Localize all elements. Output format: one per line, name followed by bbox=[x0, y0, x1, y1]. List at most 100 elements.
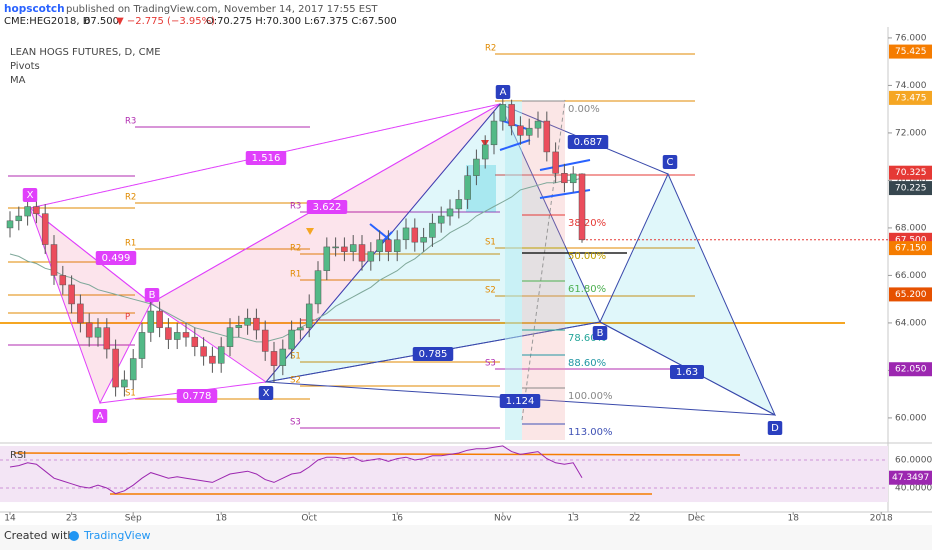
legend-pivots: Pivots bbox=[10, 61, 40, 72]
candle-body bbox=[552, 151, 559, 174]
pivot-label: S1 bbox=[290, 352, 301, 362]
candle-body bbox=[261, 329, 269, 352]
candle-body bbox=[85, 322, 93, 338]
footer-created: Created with bbox=[4, 529, 74, 542]
rsi-tick-label: 60.0000 bbox=[895, 455, 932, 465]
ohlc: O:70.275 H:70.300 L:67.375 C:67.500 bbox=[206, 16, 397, 27]
fib-zone-2 bbox=[505, 101, 522, 440]
pattern-label: 1.516 bbox=[252, 153, 281, 164]
candle-body bbox=[561, 173, 568, 184]
pattern-label-box bbox=[92, 409, 108, 423]
x-tick-label: 18 bbox=[215, 514, 227, 524]
candle-body bbox=[508, 104, 515, 127]
candle-body bbox=[402, 227, 410, 241]
x-tick-label: Oct bbox=[301, 514, 317, 524]
pattern-label: X bbox=[263, 388, 270, 399]
published: published on TradingView.com, November 1… bbox=[66, 4, 378, 15]
pattern-label: C bbox=[667, 157, 674, 168]
candle-body bbox=[50, 244, 58, 276]
candle-body bbox=[385, 239, 392, 252]
pattern-label-box bbox=[662, 155, 678, 169]
fib-label: 38.20% bbox=[568, 218, 606, 229]
price-label-box bbox=[889, 90, 932, 105]
candle-body bbox=[191, 336, 199, 347]
pattern-label-box bbox=[670, 365, 704, 379]
pattern-label: 0.778 bbox=[183, 391, 212, 402]
candle-body bbox=[358, 244, 366, 262]
candle-body bbox=[288, 329, 295, 350]
tv-logo bbox=[69, 531, 79, 541]
pivot-label: R1 bbox=[125, 239, 136, 249]
price-label: 73.475 bbox=[895, 93, 927, 103]
candle-body bbox=[15, 215, 23, 222]
candle-body bbox=[499, 104, 507, 122]
candle-body bbox=[525, 127, 533, 136]
x-tick-label: 16 bbox=[391, 514, 403, 524]
candle-body bbox=[77, 303, 84, 324]
candle-body bbox=[332, 246, 339, 249]
channel-box bbox=[466, 165, 496, 212]
pattern-label-box bbox=[306, 200, 348, 214]
rsi-last-label: 47.3497 bbox=[892, 473, 929, 483]
pivot-label: S3 bbox=[485, 359, 496, 369]
price-label-box bbox=[889, 44, 932, 59]
pattern-label-box bbox=[176, 389, 218, 403]
x-tick-label: Nov bbox=[494, 514, 512, 524]
y-tick-label: 74.000 bbox=[895, 81, 927, 91]
pattern-label-box bbox=[22, 188, 38, 202]
candle-body bbox=[217, 346, 225, 364]
pivot-label: S3 bbox=[290, 418, 301, 428]
fib-label: 78.60% bbox=[568, 333, 606, 344]
overlay: hopscotch published on TradingView.com, … bbox=[4, 3, 932, 542]
candle-body bbox=[367, 251, 375, 262]
pivot-label: R1 bbox=[290, 270, 301, 280]
y-tick-label: 60.000 bbox=[895, 413, 927, 423]
pattern-label-box bbox=[258, 386, 274, 400]
pattern-label: 1.124 bbox=[506, 396, 535, 407]
candle-body bbox=[490, 120, 498, 146]
x-tick-label: 2018 bbox=[870, 514, 893, 524]
pattern-label: B bbox=[597, 328, 604, 339]
candle-body bbox=[481, 144, 489, 160]
pivot-label: R2 bbox=[125, 193, 136, 203]
candle-body bbox=[138, 332, 146, 359]
candle-body bbox=[446, 208, 454, 217]
pattern-label-box bbox=[499, 394, 541, 408]
candle-body bbox=[517, 125, 524, 136]
pattern-label: A bbox=[500, 87, 507, 98]
price-label-box bbox=[889, 362, 932, 377]
ma-line bbox=[9, 177, 583, 343]
price-label-box bbox=[889, 241, 932, 256]
candle-body bbox=[323, 246, 331, 271]
candle-body bbox=[341, 246, 348, 252]
pattern-label-box bbox=[592, 326, 608, 340]
candle-body bbox=[543, 120, 551, 153]
footer-bar bbox=[0, 525, 932, 550]
candle-body bbox=[235, 325, 243, 328]
y-tick-label: 72.000 bbox=[895, 128, 927, 138]
footer-brand[interactable]: TradingView bbox=[83, 529, 150, 542]
candle-body bbox=[411, 227, 419, 243]
candle-body bbox=[103, 327, 111, 350]
price-label: 67.150 bbox=[895, 244, 927, 254]
pivot-label: S1 bbox=[485, 238, 496, 248]
candle-body bbox=[41, 213, 49, 245]
candle-body bbox=[429, 222, 436, 238]
candle-body bbox=[253, 317, 260, 331]
candle-body bbox=[376, 239, 383, 252]
pattern-label: 0.499 bbox=[102, 253, 131, 264]
candle-body bbox=[112, 348, 119, 388]
y-tick-label: 68.000 bbox=[895, 223, 927, 233]
x-tick-label: 14 bbox=[4, 514, 16, 524]
price-label: 65.200 bbox=[895, 290, 927, 300]
candle-body bbox=[59, 275, 67, 286]
pivot-label: R2 bbox=[290, 244, 301, 254]
pattern-1-leg bbox=[29, 207, 152, 304]
legend-symbol: LEAN HOGS FUTURES, D, CME bbox=[10, 47, 161, 58]
candle-body bbox=[437, 215, 445, 224]
author[interactable]: hopscotch bbox=[4, 3, 65, 15]
pattern-label: D bbox=[771, 423, 779, 434]
candle-body bbox=[279, 348, 287, 366]
candle-body bbox=[173, 332, 181, 340]
